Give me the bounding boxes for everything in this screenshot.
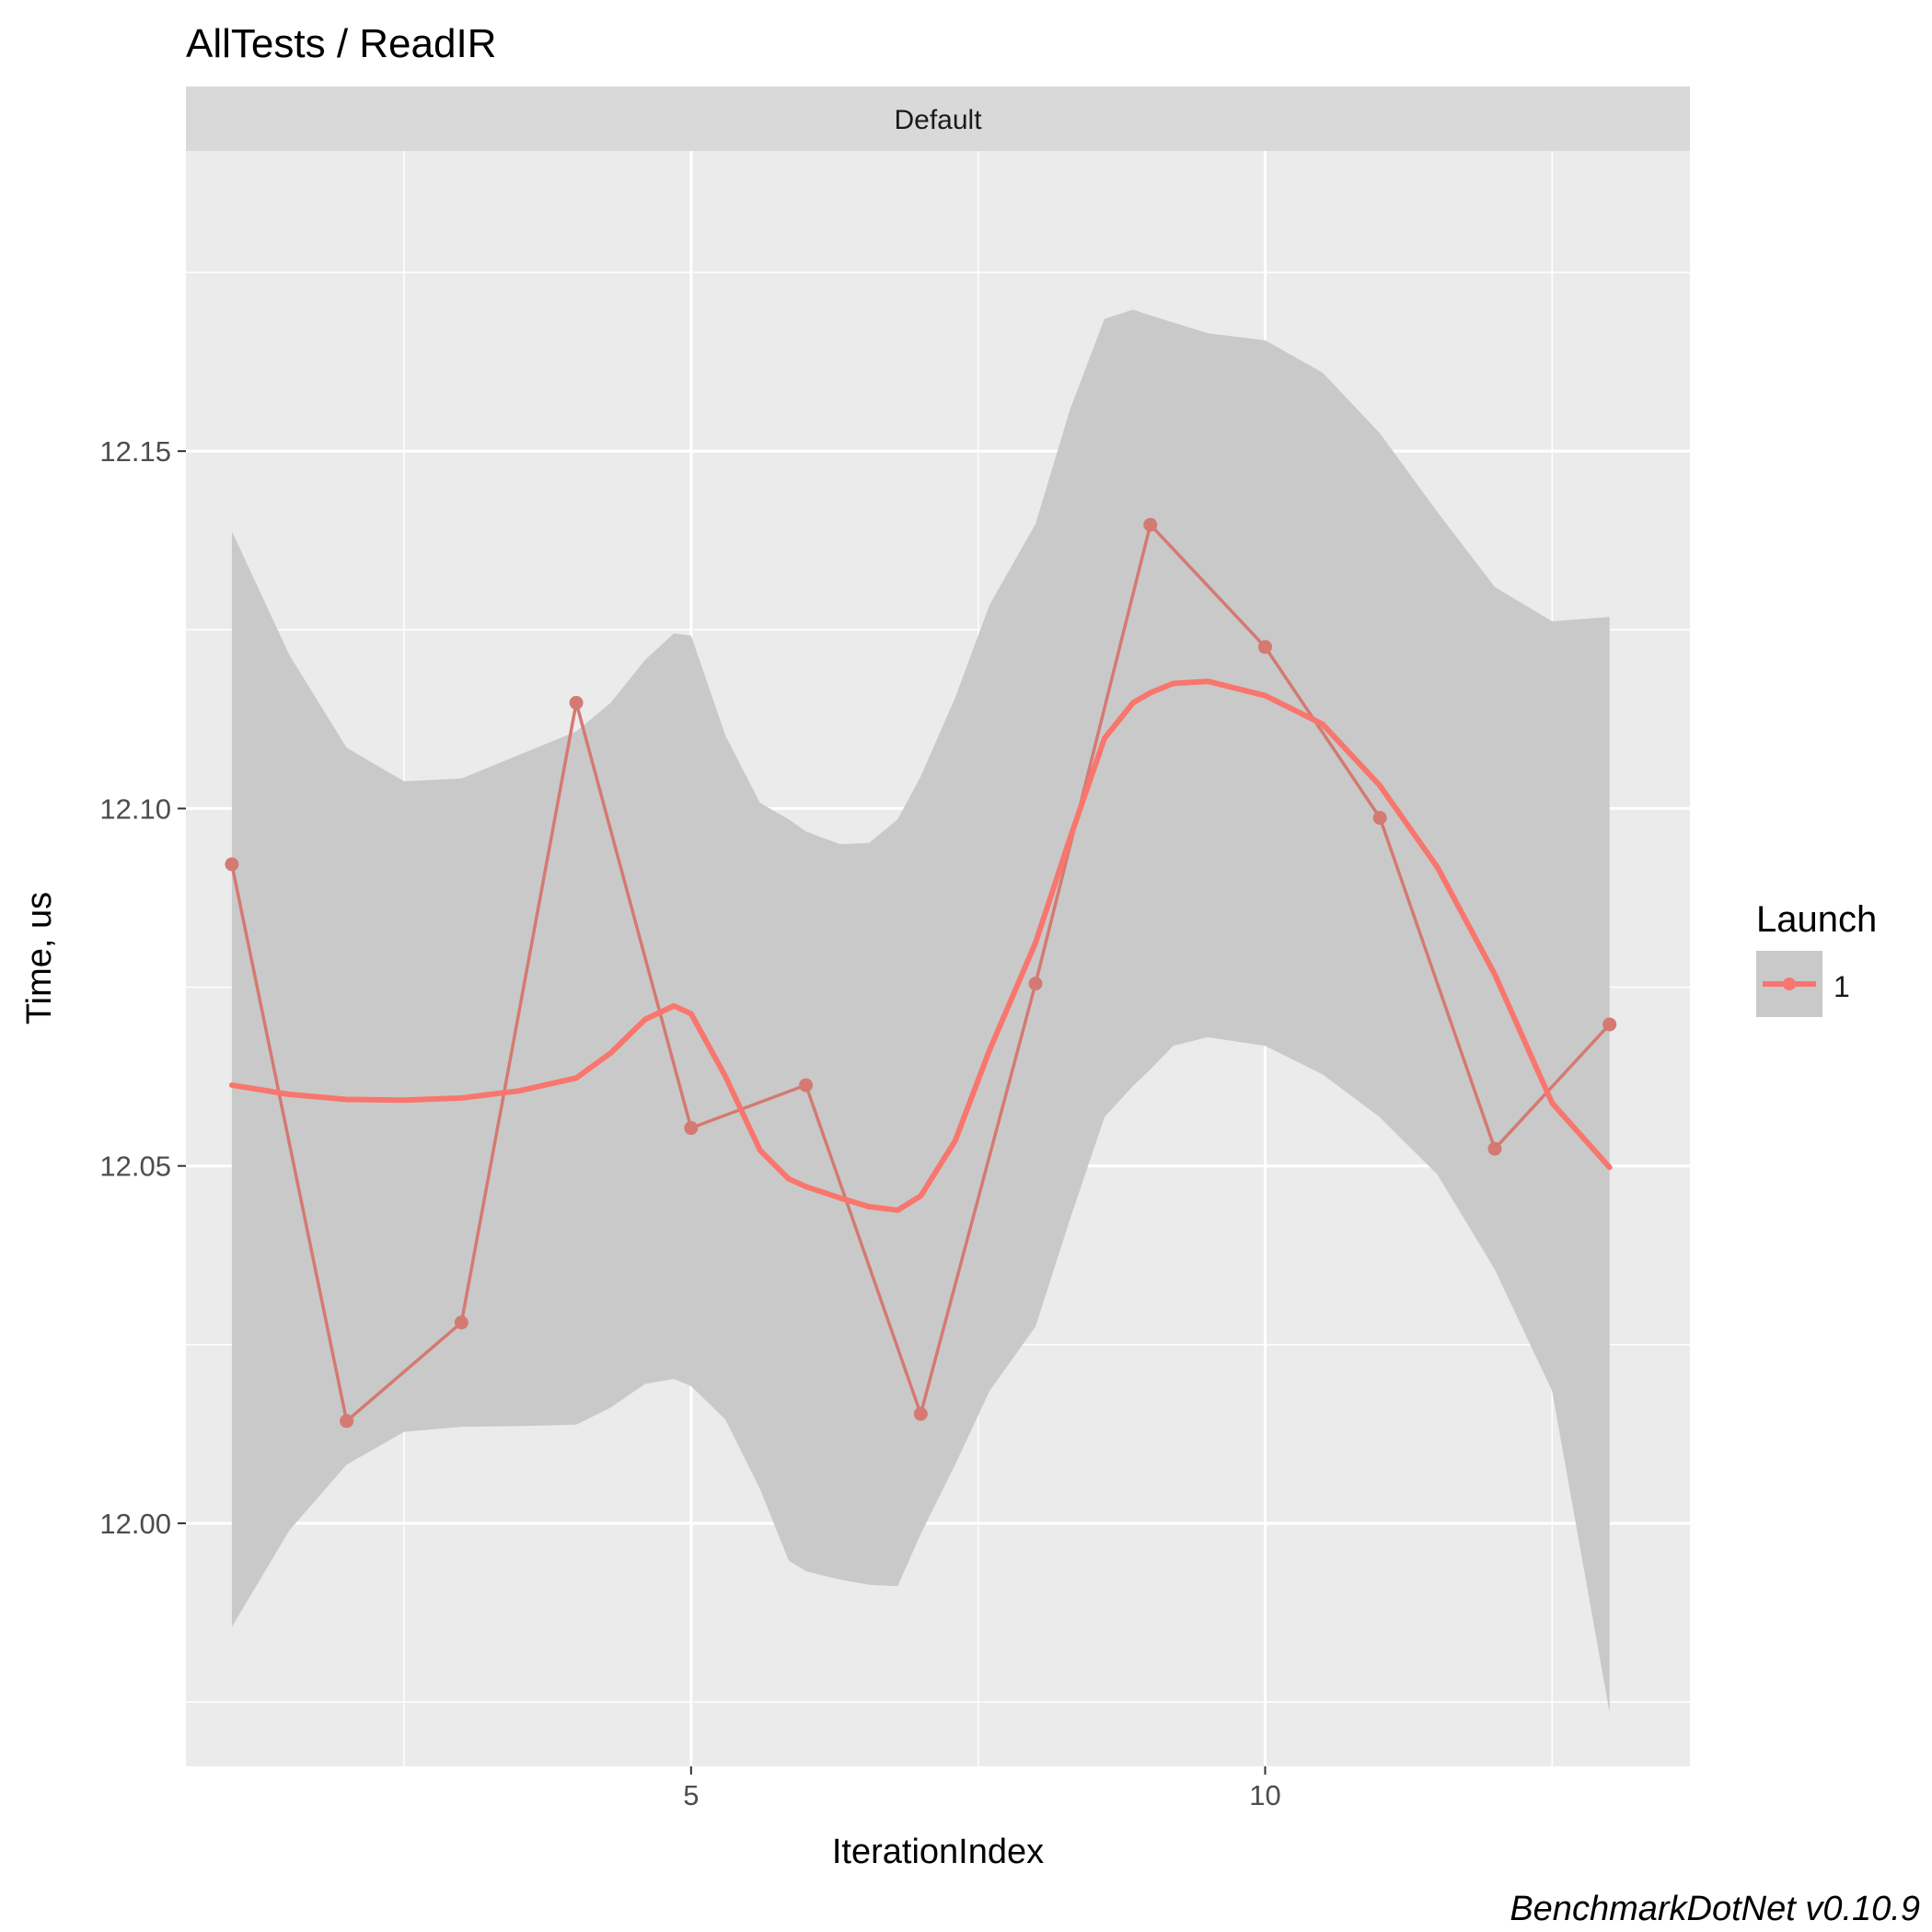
data-point [1372, 811, 1387, 826]
caption: BenchmarkDotNet v0.10.9 [1510, 1890, 1920, 1928]
legend-title: Launch [1756, 899, 1877, 940]
x-axis-label: IterationIndex [832, 1833, 1044, 1871]
smooth-line [228, 678, 1613, 1213]
y-tick-label: 12.10 [99, 792, 171, 825]
y-axis: 12.00 12.05 12.10 12.15 [99, 435, 186, 1540]
data-point [799, 1078, 814, 1093]
data-point [1487, 1141, 1502, 1156]
data-point [684, 1121, 699, 1136]
data-point [1257, 640, 1272, 654]
y-tick-label: 12.00 [99, 1508, 171, 1540]
y-axis-label: Time, us [20, 892, 59, 1024]
data-points [225, 517, 1617, 1429]
data-point [569, 695, 584, 710]
facet-strip-label: Default [894, 105, 982, 135]
x-axis: 5 10 [683, 1766, 1281, 1811]
data-point [340, 1414, 354, 1429]
x-tick-label: 5 [683, 1779, 699, 1811]
legend-entry-label: 1 [1834, 970, 1850, 1003]
data-point [913, 1406, 928, 1421]
y-tick-label: 12.05 [99, 1151, 171, 1183]
data-point [225, 857, 239, 872]
data-point [454, 1315, 469, 1330]
x-tick-label: 10 [1249, 1779, 1280, 1811]
chart-title: AllTests / ReadIR [186, 21, 496, 66]
legend-key-point [1783, 978, 1796, 990]
data-point [1143, 517, 1158, 532]
data-point [1602, 1017, 1617, 1032]
confidence-ribbon [231, 309, 1610, 1713]
data-point [1028, 977, 1043, 991]
facet-strip [186, 87, 1690, 151]
y-tick-label: 12.15 [99, 435, 171, 468]
